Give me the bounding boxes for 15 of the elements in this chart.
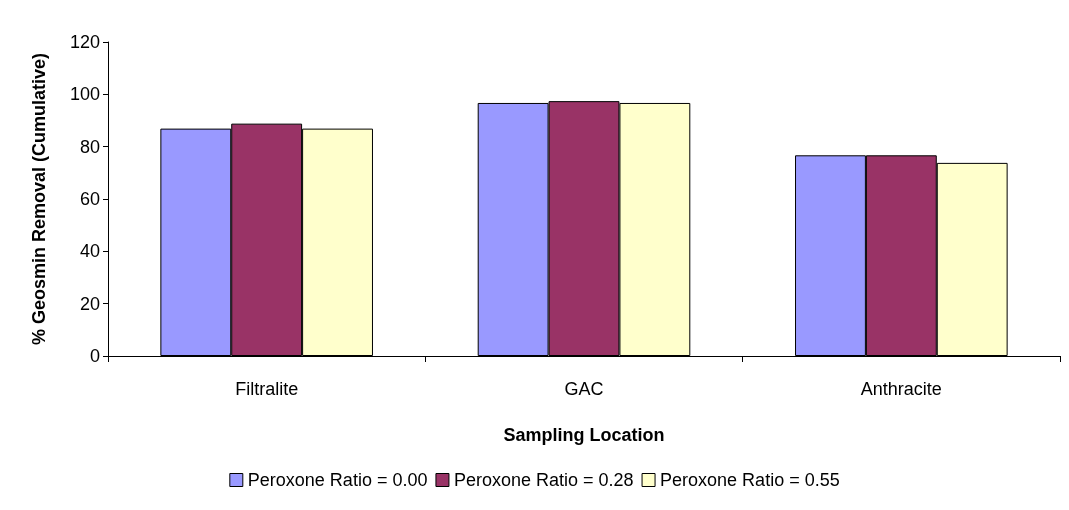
x-axis-title: Sampling Location (503, 425, 665, 445)
legend-label: Peroxone Ratio = 0.55 (660, 470, 840, 490)
y-tick-label: 80 (79, 136, 100, 157)
x-tick-label: Anthracite (860, 379, 942, 399)
x-tick-label: GAC (564, 379, 604, 399)
y-tick-label: 60 (79, 189, 100, 209)
y-tick-label: 100 (69, 84, 100, 105)
y-tick-label: 0 (89, 346, 100, 366)
y-axis-title: % Geosmin Removal (Cumulative) (29, 52, 49, 346)
y-tick-label: 20 (79, 293, 100, 314)
legend-label: Peroxone Ratio = 0.00 (247, 470, 428, 490)
y-tick-label: 120 (69, 32, 100, 52)
x-tick-label: Filtralite (235, 379, 299, 399)
legend-label: Peroxone Ratio = 0.28 (453, 470, 634, 490)
y-tick-label: 40 (79, 241, 100, 262)
